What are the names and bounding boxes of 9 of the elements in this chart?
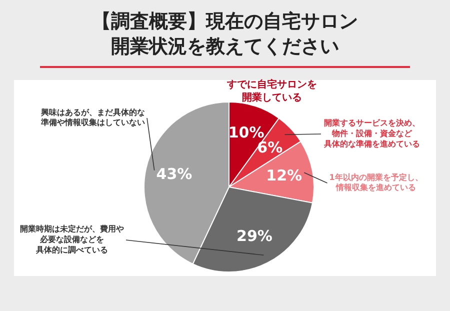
data-label: 29% xyxy=(236,227,272,246)
data-label: 12% xyxy=(266,166,302,185)
chart-title: 【調査概要】現在の自宅サロン開業状況を教えてください xyxy=(92,10,358,58)
slice-label: 開業時期は未定だが、費用や必要な設備などを具体的に調べている xyxy=(20,224,124,255)
slice-label: すでに自宅サロンを開業している xyxy=(226,78,317,104)
slice-label: 興味はあるが、まだ具体的な準備や情報収集はしていない xyxy=(40,108,145,128)
data-label: 43% xyxy=(156,164,192,183)
slice-label: 1年以内の開業を予定し、情報収集を進めている xyxy=(329,172,423,192)
slice-label: 開業するサービスを決め、物件・設備・資金など具体的な準備を進めている xyxy=(323,118,420,149)
